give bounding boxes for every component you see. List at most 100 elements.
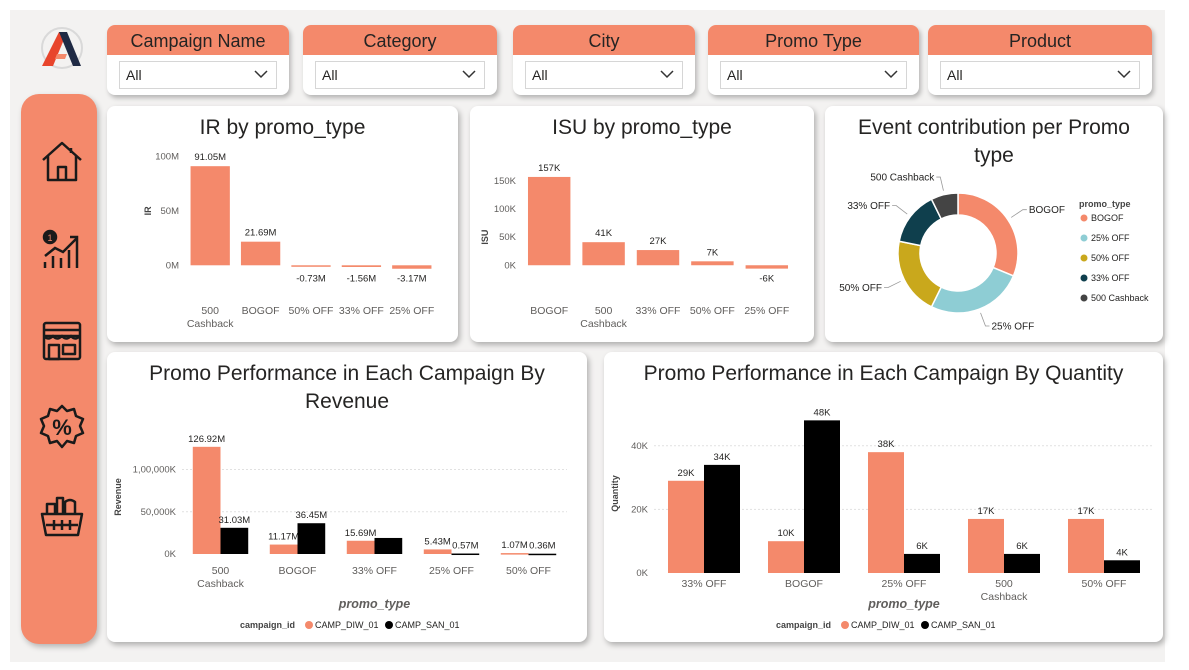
donut-slice bbox=[930, 266, 1015, 314]
slicer-title: Promo Type bbox=[708, 25, 919, 55]
ir-by-promo-card: IR by promo_type 0M 50M 100M IR 91.05M 500 Cas… bbox=[107, 106, 458, 342]
y-axis-title: ISU bbox=[480, 230, 490, 245]
leader-line bbox=[884, 280, 901, 288]
y-tick-label: 50K bbox=[499, 232, 517, 243]
data-label: 31.03M bbox=[219, 515, 251, 526]
x-tick-label: 25% OFF bbox=[429, 565, 474, 577]
slicer-product: Product All bbox=[928, 25, 1152, 95]
bar bbox=[500, 553, 529, 555]
x-tick-label: BOGOF bbox=[242, 305, 280, 317]
y-tick-label: 50M bbox=[161, 206, 180, 217]
legend-marker bbox=[1080, 294, 1088, 302]
bar bbox=[668, 480, 704, 573]
x-tick-label: Cashback bbox=[981, 591, 1028, 603]
bar bbox=[704, 464, 740, 573]
x-tick-label: 50% OFF bbox=[1082, 578, 1127, 590]
data-label: 7K bbox=[707, 247, 719, 258]
store-icon[interactable] bbox=[39, 318, 85, 364]
bar bbox=[190, 166, 230, 266]
data-label: 34K bbox=[714, 452, 732, 463]
x-tick-label: 33% OFF bbox=[636, 305, 681, 317]
chart-title: ISU by promo_type bbox=[552, 116, 732, 139]
legend-title: campaign_id bbox=[776, 620, 831, 630]
y-axis-title: Quantity bbox=[610, 475, 620, 512]
y-axis-title: IR bbox=[143, 206, 153, 216]
legend-marker bbox=[1080, 214, 1088, 222]
x-tick-label: 50% OFF bbox=[289, 305, 334, 317]
bar bbox=[804, 420, 840, 573]
chevron-down-icon bbox=[660, 70, 674, 79]
data-label: 17K bbox=[978, 506, 996, 517]
bar bbox=[691, 261, 734, 266]
city-dropdown[interactable]: All bbox=[525, 61, 683, 89]
x-tick-label: 25% OFF bbox=[389, 305, 434, 317]
bar bbox=[527, 176, 571, 266]
x-tick-label: Cashback bbox=[580, 318, 627, 330]
slicer-title: Category bbox=[303, 25, 497, 55]
bar bbox=[346, 540, 375, 554]
data-label: -3.17M bbox=[397, 273, 427, 284]
legend-marker bbox=[921, 621, 929, 629]
data-label: 1.07M bbox=[501, 540, 527, 551]
legend-marker bbox=[385, 621, 393, 629]
bar bbox=[220, 527, 249, 554]
event-contribution-card: Event contribution per Promo type BOGOF 2… bbox=[825, 106, 1163, 342]
chevron-down-icon bbox=[1117, 70, 1131, 79]
chart-title: IR by promo_type bbox=[199, 116, 366, 139]
data-label: 29K bbox=[678, 468, 696, 479]
data-label: -1.56M bbox=[347, 273, 377, 284]
slicer-promo-type: Promo Type All bbox=[708, 25, 919, 95]
data-label: 21.69M bbox=[245, 228, 277, 239]
x-tick-label: 33% OFF bbox=[352, 565, 397, 577]
category-dropdown[interactable]: All bbox=[315, 61, 485, 89]
dropdown-value: All bbox=[947, 67, 963, 83]
x-axis-title: promo_type bbox=[338, 597, 411, 611]
slice-label: 25% OFF bbox=[991, 322, 1034, 333]
y-tick-label: 150K bbox=[494, 176, 517, 187]
bar bbox=[291, 265, 331, 267]
x-tick-label: 50% OFF bbox=[690, 305, 735, 317]
legend-marker bbox=[841, 621, 849, 629]
chevron-down-icon bbox=[254, 70, 268, 79]
growth-chart-icon[interactable]: 1 bbox=[39, 228, 85, 274]
chevron-down-icon bbox=[462, 70, 476, 79]
chart-title: Promo Performance in Each Campaign By Re… bbox=[149, 362, 545, 413]
dropdown-value: All bbox=[727, 67, 743, 83]
donut-slice bbox=[957, 192, 1019, 277]
slice-label: 50% OFF bbox=[839, 283, 882, 294]
data-label: 0.57M bbox=[452, 541, 478, 552]
campaign-name-dropdown[interactable]: All bbox=[119, 61, 277, 89]
grocery-basket-icon[interactable] bbox=[39, 492, 85, 538]
side-navigation: 1 % bbox=[21, 94, 97, 644]
discount-badge-icon[interactable]: % bbox=[39, 404, 85, 450]
leader-line bbox=[892, 205, 908, 215]
bar bbox=[269, 544, 298, 554]
legend-label: BOGOF bbox=[1091, 213, 1124, 223]
x-tick-label: 25% OFF bbox=[744, 305, 789, 317]
bar bbox=[240, 241, 281, 266]
bar bbox=[745, 265, 789, 269]
data-label: 15.69M bbox=[345, 528, 377, 539]
legend-title: campaign_id bbox=[240, 620, 295, 630]
data-label: 17K bbox=[1078, 506, 1096, 517]
data-label: 48K bbox=[814, 407, 832, 418]
x-tick-label: Cashback bbox=[187, 318, 234, 330]
donut-slice bbox=[930, 192, 959, 220]
home-icon[interactable] bbox=[39, 138, 85, 184]
promo-type-dropdown[interactable]: All bbox=[720, 61, 907, 89]
bar bbox=[1104, 560, 1140, 573]
chart-title: Promo Performance in Each Campaign By Qu… bbox=[643, 362, 1124, 385]
product-dropdown[interactable]: All bbox=[940, 61, 1140, 89]
x-tick-label: 50% OFF bbox=[506, 565, 551, 577]
bar bbox=[297, 523, 326, 554]
x-tick-label: BOGOF bbox=[530, 305, 568, 317]
svg-text:1: 1 bbox=[47, 233, 52, 243]
quantity-grouped-bar-chart: 0K 20K 40K Quantity 29K 34K 33% OFF 10K 48K BOGOF… bbox=[610, 407, 1154, 630]
x-tick-label: BOGOF bbox=[279, 565, 317, 577]
y-tick-label: 100K bbox=[494, 204, 517, 215]
bar bbox=[582, 242, 625, 266]
data-label: 126.92M bbox=[188, 434, 225, 445]
leader-line bbox=[1010, 209, 1027, 218]
